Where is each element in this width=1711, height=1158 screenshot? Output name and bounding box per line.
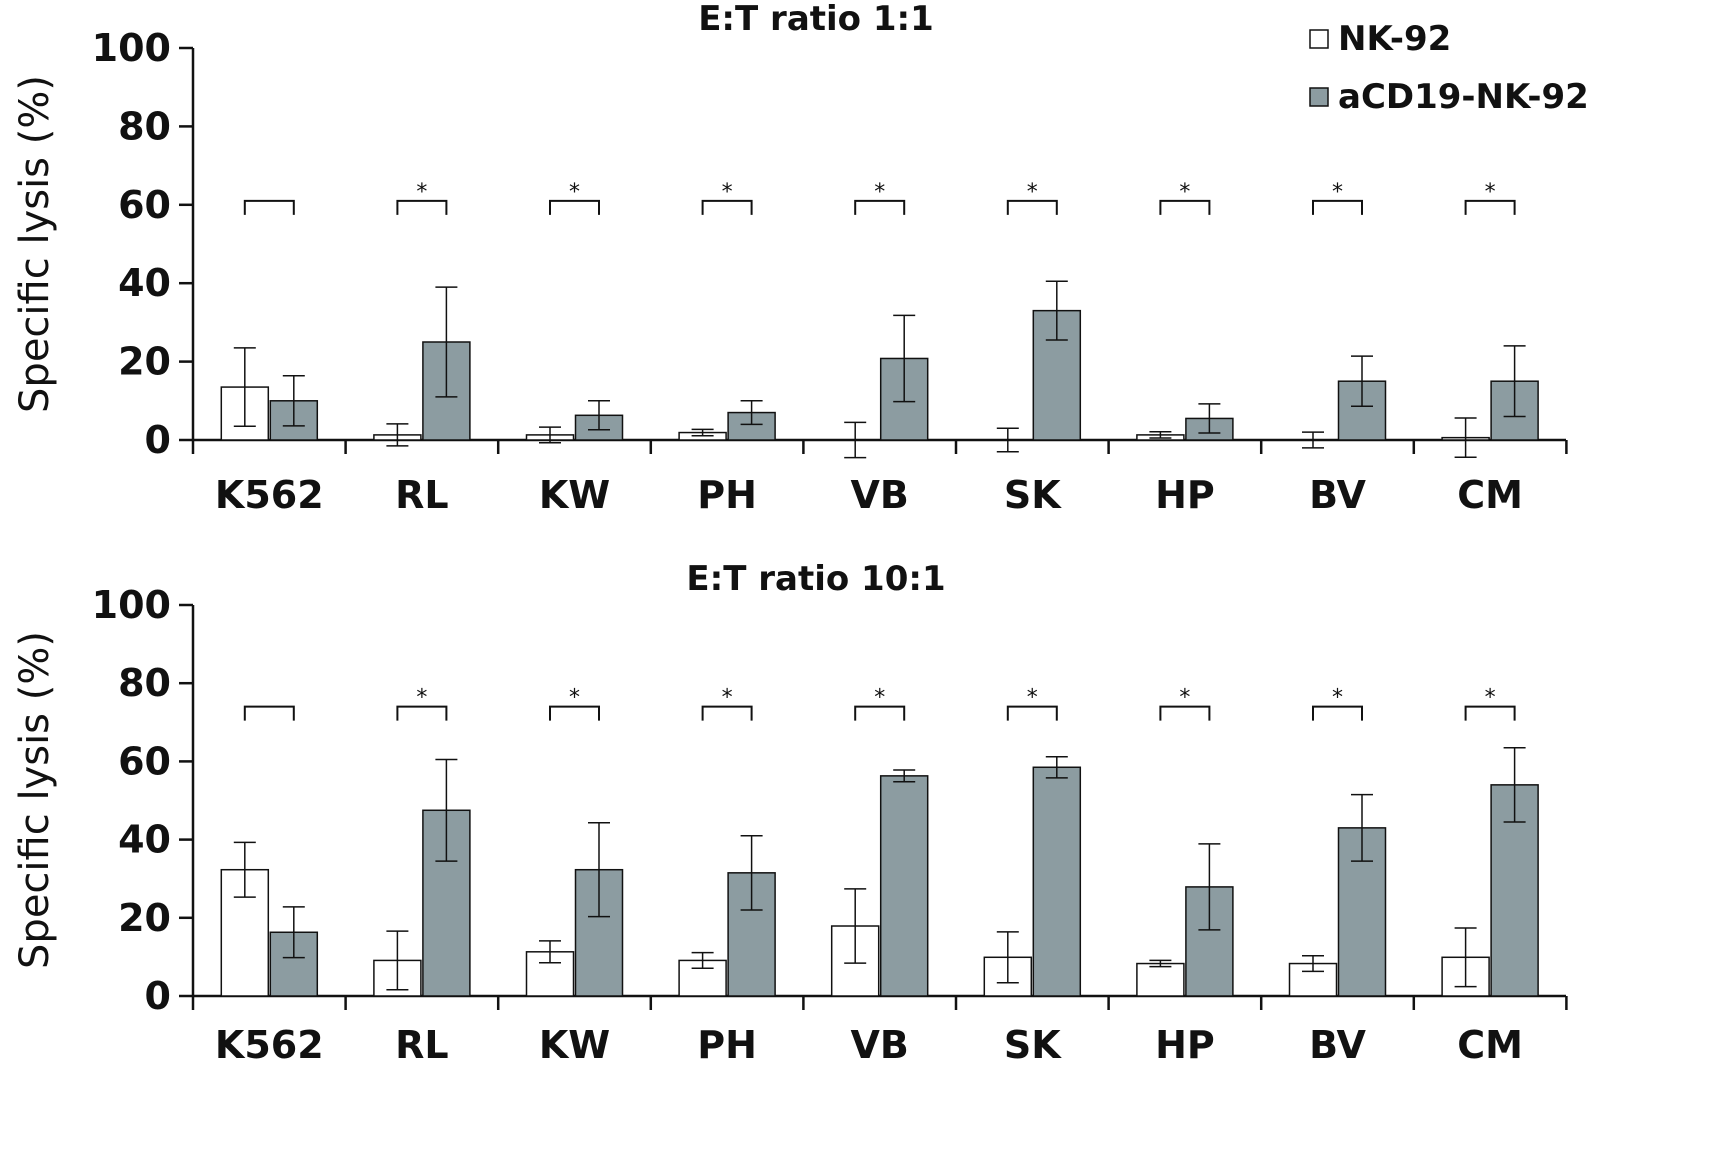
panel-et-1-1: E:T ratio 1:1 Specific lysis (%) 0 20 40 60 80…: [12, 0, 1568, 517]
y-tick-label: 60: [118, 739, 171, 783]
y-tick-label: 40: [118, 261, 171, 305]
significance-star: *: [416, 180, 427, 205]
significance-star: *: [1027, 686, 1038, 711]
significance-bracket: [1312, 705, 1363, 721]
significance-star: *: [1485, 180, 1496, 205]
significance-star: *: [874, 686, 885, 711]
x-category-label: CM: [1457, 473, 1523, 517]
y-axis-label: Specific lysis (%): [12, 75, 58, 413]
significance-star: *: [1332, 686, 1343, 711]
significance-bracket: [1159, 199, 1211, 215]
chart-title: E:T ratio 1:1: [698, 0, 934, 39]
significance-bracket: [549, 705, 600, 721]
significance-star: *: [722, 180, 733, 205]
significance-bracket: [854, 705, 906, 721]
x-category-label: PH: [697, 473, 757, 517]
legend-swatch-acd19: [1309, 87, 1329, 107]
y-tick-label: 80: [118, 104, 171, 148]
significance-bracket: [396, 199, 448, 215]
x-category-label: KW: [539, 473, 610, 517]
x-category-label: RL: [395, 1023, 448, 1067]
significance-bracket: [549, 199, 600, 215]
significance-star: *: [1179, 180, 1190, 205]
y-tick-label: 40: [118, 818, 171, 862]
significance-bracket: [854, 199, 906, 215]
bar-acd19-nk-92-sk: [1032, 766, 1082, 997]
significance-star: *: [1332, 180, 1343, 205]
significance-star: *: [1179, 686, 1190, 711]
legend: NK-92 aCD19-NK-92: [1309, 19, 1589, 117]
significance-bracket: [1159, 705, 1211, 721]
x-category-label: CM: [1457, 1023, 1523, 1067]
bar-nk-92-hp: [1136, 962, 1185, 997]
significance-star: *: [1027, 180, 1038, 205]
panel-et-10-1: E:T ratio 10:1 Specific lysis (%) 0 20 40 60 8…: [12, 559, 1568, 1067]
significance-bracket: [1464, 705, 1516, 721]
x-category-label: VB: [851, 1023, 909, 1067]
significance-bracket: [1464, 199, 1516, 215]
legend-label-nk92: NK-92: [1338, 19, 1451, 59]
x-category-label: K562: [215, 473, 324, 517]
significance-star: *: [1485, 686, 1496, 711]
y-tick-label: 100: [92, 26, 171, 70]
x-category-label: SK: [1004, 473, 1062, 517]
significance-bracket: [1006, 705, 1058, 721]
x-category-label: HP: [1155, 473, 1215, 517]
significance-bracket: [243, 199, 295, 215]
significance-bracket: [243, 705, 295, 721]
x-category-label: SK: [1004, 1023, 1062, 1067]
bar-acd19-nk-92-ph: [727, 872, 776, 997]
y-tick-label: 20: [118, 340, 171, 384]
x-category-label: VB: [851, 473, 909, 517]
significance-bracket: [396, 705, 448, 721]
x-category-label: RL: [395, 473, 448, 517]
chart-title: E:T ratio 10:1: [686, 559, 945, 599]
significance-bracket: [1006, 199, 1058, 215]
y-tick-label: 100: [92, 583, 171, 627]
y-tick-label: 0: [145, 974, 171, 1018]
x-category-label: BV: [1309, 473, 1366, 517]
x-category-label: K562: [215, 1023, 324, 1067]
y-tick-label: 60: [118, 183, 171, 227]
y-tick-label: 80: [118, 661, 171, 705]
legend-swatch-nk92: [1309, 29, 1329, 49]
x-category-label: HP: [1155, 1023, 1215, 1067]
y-axis-label: Specific lysis (%): [12, 631, 58, 969]
significance-star: *: [569, 180, 580, 205]
significance-star: *: [416, 686, 427, 711]
x-category-label: KW: [539, 1023, 610, 1067]
x-category-label: PH: [697, 1023, 757, 1067]
x-category-label: BV: [1309, 1023, 1366, 1067]
significance-bracket: [1312, 199, 1363, 215]
significance-bracket: [701, 199, 753, 215]
significance-star: *: [722, 686, 733, 711]
y-tick-label: 20: [118, 896, 171, 940]
significance-star: *: [569, 686, 580, 711]
bar-acd19-nk-92-vb: [879, 775, 929, 997]
significance-bracket: [701, 705, 753, 721]
legend-label-acd19: aCD19-NK-92: [1338, 77, 1589, 117]
y-tick-label: 0: [145, 418, 171, 462]
significance-star: *: [874, 180, 885, 205]
